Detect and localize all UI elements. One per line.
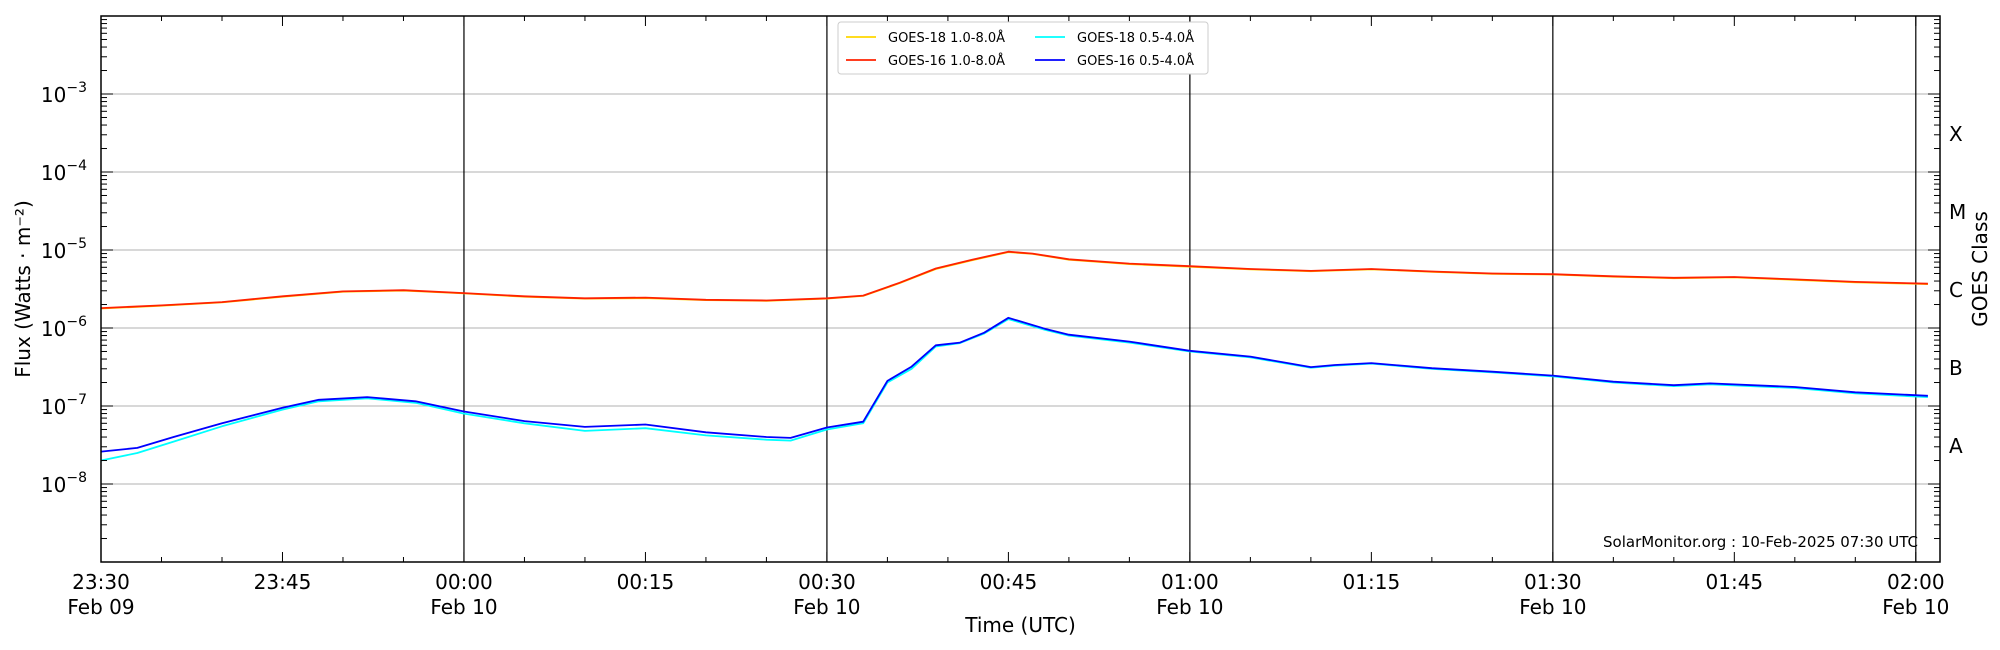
legend: GOES-18 1.0-8.0Å GOES-16 1.0-8.0Å GOES-18 … (837, 21, 1209, 75)
x-tick-time-label: 00:30 (798, 570, 856, 594)
y-tick-label: 10−8 (41, 470, 87, 497)
x-tick-time-label: 01:15 (1343, 570, 1401, 594)
x-axis-title: Time (UTC) (964, 613, 1076, 637)
x-tick-time-label: 00:00 (435, 570, 493, 594)
credit-text: SolarMonitor.org : 10-Feb-2025 07:30 UTC (1603, 533, 1918, 551)
x-tick-time-label: 01:45 (1706, 570, 1764, 594)
series-line-goes-16-1-0-8-0- (100, 250, 1928, 309)
y-axis-title: Flux (Watts · m⁻²) (11, 200, 35, 378)
goes-class-axis-title: GOES Class (1968, 211, 1992, 327)
x-tick-time-label: 00:45 (980, 570, 1038, 594)
x-tick-time-label: 00:15 (617, 570, 675, 594)
x-tick-time-label: 01:00 (1161, 570, 1219, 594)
y-tick-label: 10−5 (41, 236, 87, 263)
legend-label: GOES-16 0.5-4.0Å (1077, 53, 1194, 69)
x-tick-date-label: Feb 10 (1519, 595, 1586, 619)
y-tick-label: 10−7 (41, 392, 87, 419)
y-tick-label: 10−6 (41, 314, 87, 341)
flux-series (100, 250, 1928, 462)
y-tick-label: 10−4 (41, 158, 87, 185)
legend-box (837, 21, 1209, 75)
goes-class-label: B (1949, 356, 1963, 380)
x-tick-date-label: Feb 10 (1156, 595, 1223, 619)
x-tick-date-label: Feb 10 (1882, 595, 1949, 619)
y-tick-labels: 10−8 10−7 10−6 10−5 10−4 10−3 (41, 80, 87, 497)
series-line-goes-18-1-0-8-0- (100, 251, 1928, 310)
x-tick-date-label: Feb 10 (793, 595, 860, 619)
series-line-goes-18-0-5-4-0- (100, 318, 1928, 462)
goes-class-label: C (1949, 278, 1963, 302)
x-tick-time-label: 01:30 (1524, 570, 1582, 594)
goes-class-label: X (1949, 122, 1963, 146)
legend-label: GOES-18 0.5-4.0Å (1077, 30, 1194, 46)
plot-area-frame (100, 15, 1941, 563)
legend-label: GOES-16 1.0-8.0Å (888, 53, 1005, 69)
axis-ticks (100, 16, 1940, 563)
x-tick-time-label: 02:00 (1887, 570, 1945, 594)
goes-class-label: M (1949, 200, 1966, 224)
goes-class-label: A (1949, 434, 1963, 458)
legend-label: GOES-18 1.0-8.0Å (888, 30, 1005, 46)
y-tick-label: 10−3 (41, 80, 87, 107)
x-tick-date-label: Feb 09 (67, 595, 134, 619)
x-tick-time-label: 23:45 (254, 570, 312, 594)
goes-class-labels: A B C M X (1949, 122, 1966, 458)
x-tick-date-label: Feb 10 (430, 595, 497, 619)
horizontal-gridlines (101, 93, 1940, 485)
x-tick-time-label: 23:30 (72, 570, 130, 594)
day-divider-lines (463, 16, 1917, 562)
series-line-goes-16-0-5-4-0- (100, 316, 1928, 453)
